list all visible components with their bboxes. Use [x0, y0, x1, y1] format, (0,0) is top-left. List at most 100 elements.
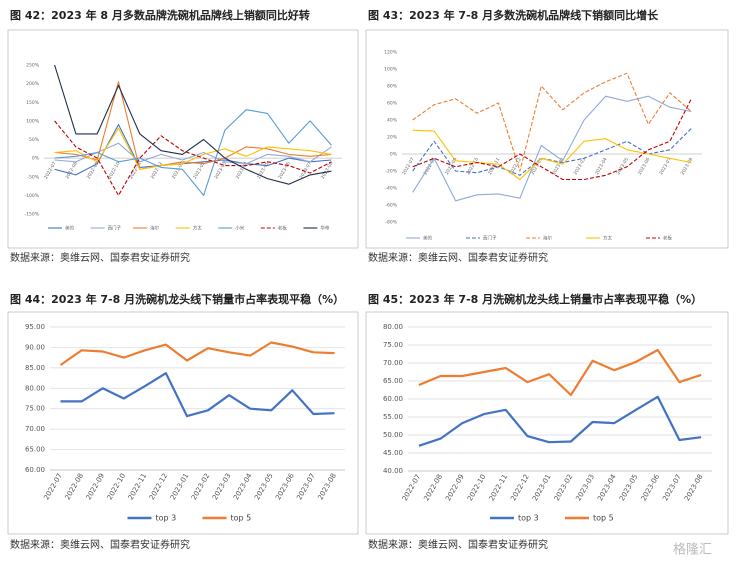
y-tick-label: -50% — [27, 174, 39, 180]
chart-title: 图 43：2023 年 7-8 月多数洗碗机品牌线下销额同比增长 — [368, 8, 659, 22]
x-tick-label: 2023-07 — [661, 473, 683, 502]
y-tick-label: 85.00 — [25, 364, 45, 372]
y-tick-label: -150% — [25, 212, 40, 218]
y-tick-label: 90.00 — [25, 343, 45, 351]
x-tick-label: 2022-10 — [465, 157, 480, 176]
x-tick-label: 2022-10 — [106, 472, 128, 501]
series-line — [54, 81, 332, 170]
legend-label: 美的 — [423, 235, 432, 242]
x-tick-label: 2022-08 — [422, 473, 444, 502]
legend-label: 海尔 — [543, 235, 552, 242]
legend-label: 西门子 — [483, 235, 497, 242]
chart-source: 数据来源：奥维云网、国泰君安证券研究 — [10, 251, 190, 264]
x-tick-label: 2023-02 — [190, 472, 212, 501]
series-line — [412, 72, 692, 172]
series-line — [412, 128, 692, 176]
y-tick-label: 80.00 — [383, 323, 403, 331]
x-tick-label: 2023-01 — [169, 472, 191, 501]
x-tick-label: 2023-06 — [637, 157, 652, 176]
chart-source: 数据来源：奥维云网、国泰君安证券研究 — [368, 251, 548, 264]
x-tick-label: 2023-03 — [211, 472, 233, 501]
y-tick-label: 70.00 — [25, 425, 45, 433]
y-tick-label: -80% — [385, 220, 397, 226]
chart-frame — [7, 29, 359, 249]
legend-label: 老板 — [663, 235, 672, 242]
legend-label: 美的 — [65, 225, 74, 232]
legend-label: 老板 — [278, 225, 287, 232]
x-tick-label: 2022-08 — [64, 472, 86, 501]
series-line — [418, 395, 702, 447]
x-tick-label: 2023-07 — [295, 472, 317, 501]
y-tick-label: 120% — [384, 50, 398, 56]
x-tick-label: 2023-02 — [553, 473, 575, 502]
chart-source: 数据来源：奥维云网、国泰君安证券研究 — [368, 538, 548, 551]
series-line — [412, 98, 692, 181]
x-tick-label: 2023-08 — [680, 157, 695, 176]
chart-frame — [7, 311, 359, 535]
y-tick-label: 60.00 — [383, 395, 403, 403]
x-tick-label: 2022-11 — [127, 472, 149, 501]
y-tick-label: 250% — [26, 63, 40, 69]
y-tick-label: 20% — [387, 135, 398, 141]
chart-title: 图 42：2023 年 8 月多数品牌洗碗机品牌线上销额同比好转 — [10, 8, 310, 22]
y-tick-label: -40% — [385, 186, 397, 192]
x-tick-label: 2022-11 — [488, 473, 510, 502]
legend-label: 华帝 — [320, 225, 329, 232]
x-tick-label: 2023-05 — [618, 473, 640, 502]
series-line — [412, 95, 692, 202]
y-tick-label: 45.00 — [383, 449, 403, 457]
y-tick-label: 40% — [387, 118, 398, 124]
x-tick-label: 2022-11 — [128, 161, 143, 180]
legend-label: 西门子 — [108, 225, 122, 232]
series-line — [54, 64, 332, 185]
legend-label: top 5 — [593, 514, 614, 523]
y-tick-label: 65.00 — [383, 377, 403, 385]
series-line — [54, 120, 332, 196]
x-tick-label: 2022-09 — [86, 161, 101, 180]
legend-label: 方太 — [603, 235, 612, 242]
x-tick-label: 2022-09 — [85, 472, 107, 501]
x-tick-label: 2023-05 — [253, 472, 275, 501]
y-tick-label: 80% — [387, 84, 398, 90]
legend-label: 海尔 — [150, 225, 159, 232]
x-tick-label: 2022-10 — [466, 473, 488, 502]
y-tick-label: 200% — [26, 81, 40, 87]
y-tick-label: 100% — [26, 118, 40, 124]
y-tick-label: -100% — [25, 193, 40, 199]
x-tick-label: 2022-10 — [107, 161, 122, 180]
x-tick-label: 2023-03 — [574, 473, 596, 502]
y-tick-label: 55.00 — [383, 413, 403, 421]
series-line — [60, 372, 335, 418]
x-tick-label: 2023-08 — [683, 473, 705, 502]
x-tick-label: 2022-07 — [401, 473, 423, 502]
x-tick-label: 2023-04 — [594, 157, 609, 176]
x-tick-label: 2022-09 — [444, 473, 466, 502]
y-tick-label: 0% — [32, 156, 40, 162]
y-tick-label: 150% — [26, 100, 40, 106]
series-line — [59, 341, 335, 366]
x-tick-label: 2022-12 — [509, 473, 531, 502]
y-tick-label: 40.00 — [383, 467, 403, 475]
y-tick-label: 75.00 — [25, 405, 45, 413]
y-tick-label: 65.00 — [25, 446, 45, 454]
watermark: 格隆汇 — [673, 542, 712, 558]
y-tick-label: 60% — [387, 101, 398, 107]
legend-label: top 5 — [231, 514, 252, 523]
chart-frame — [365, 29, 729, 249]
legend-label: 小米 — [235, 225, 244, 232]
x-tick-label: 2023-06 — [274, 472, 296, 502]
x-tick-label: 2023-01 — [531, 473, 553, 502]
x-tick-label: 2023-06 — [640, 473, 662, 503]
y-tick-label: 50.00 — [383, 431, 403, 439]
x-tick-label: 2023-08 — [316, 472, 338, 501]
y-tick-label: -60% — [385, 203, 397, 209]
x-tick-label: 2023-01 — [530, 157, 545, 176]
y-tick-label: 50% — [29, 137, 40, 143]
chart-title: 图 44：2023 年 7-8 月洗碗机龙头线下销量市占率表现平稳（%） — [10, 292, 344, 306]
y-tick-label: 70.00 — [383, 359, 403, 367]
legend-label: top 3 — [156, 514, 177, 523]
x-tick-label: 2023-04 — [232, 472, 254, 502]
y-tick-label: 0% — [390, 152, 398, 158]
x-tick-label: 2022-08 — [64, 161, 79, 180]
